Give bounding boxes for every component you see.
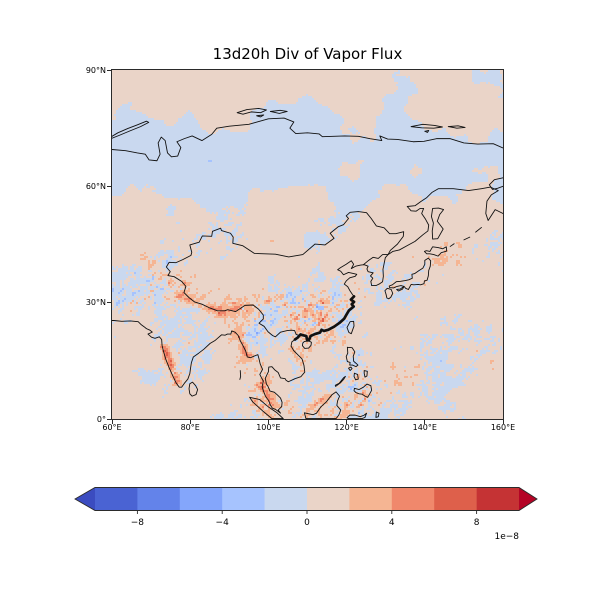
colorbar-tick-label: 8 [474,518,480,528]
x-tick-label: 160°E [490,423,516,432]
x-tick-mark [267,420,269,424]
colorbar-segment [222,487,265,511]
colorbar-segment [264,487,308,511]
colorbar-segment [95,487,138,511]
colorbar: −8 −4 0 4 8 1e−8 [74,487,538,542]
y-tick-mark [107,418,111,420]
colorbar-segment [391,487,435,511]
colorbar-outline [74,487,538,511]
x-tick-mark [111,420,113,424]
colorbar-segment [179,487,223,511]
x-tick-mark [502,420,504,424]
colorbar-tick-label: −8 [131,518,145,528]
y-tick-mark [107,302,111,304]
x-tick-mark [189,420,191,424]
map-canvas [112,70,503,419]
y-tick-label: 0° [96,414,106,424]
colorbar-tick-label: −4 [216,518,230,528]
x-tick-mark [424,420,426,424]
plot-title: 13d20h Div of Vapor Flux [212,45,403,63]
y-tick-label: 60°N [85,181,106,191]
colorbar-segment [434,487,477,511]
colorbar-segment [307,487,350,511]
y-tick-mark [107,185,111,187]
colorbar-segment [349,487,393,511]
x-tick-label: 60°E [102,423,122,432]
x-tick-label: 140°E [412,423,437,432]
colorbar-offset-label: 1e−8 [494,532,519,542]
y-tick-label: 30°N [85,298,106,308]
x-tick-mark [346,420,348,424]
x-tick-label: 80°E [180,423,200,432]
y-tick-label: 90°N [85,65,106,75]
map-frame [111,69,504,420]
x-tick-label: 120°E [334,423,359,432]
colorbar-tick-label: 4 [389,518,395,528]
y-tick-mark [107,69,111,71]
x-tick-label: 100°E [256,423,281,432]
colorbar-tick-label: 0 [304,518,310,528]
colorbar-under-arrow [75,487,95,511]
colorbar-segment [476,487,520,511]
colorbar-over-arrow [519,487,537,511]
colorbar-segment [137,487,181,511]
